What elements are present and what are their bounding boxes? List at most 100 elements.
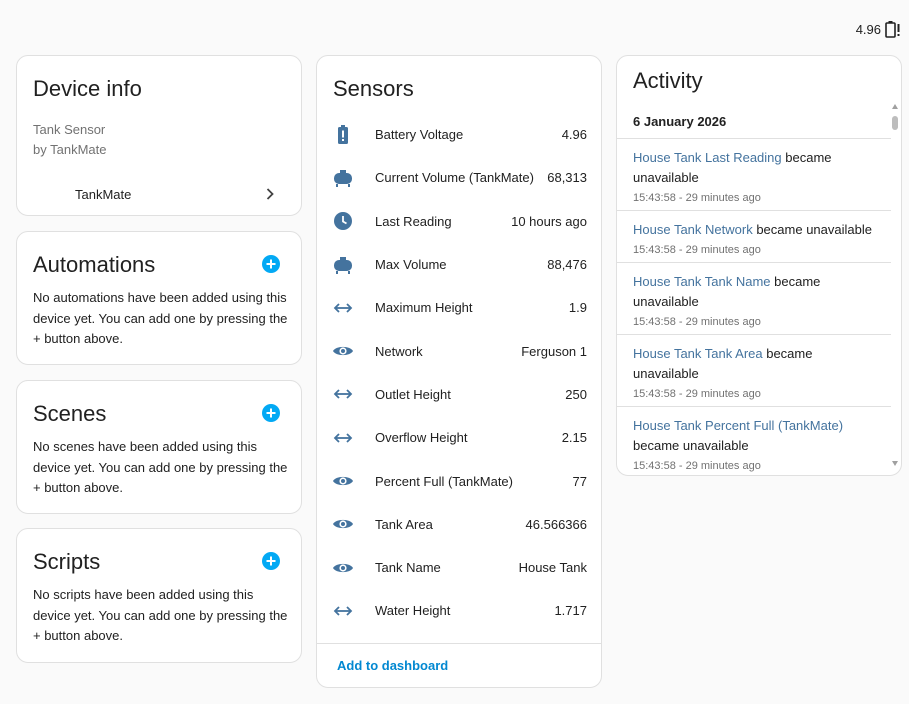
sensor-value: 1.717 <box>554 603 587 619</box>
sensor-row[interactable]: Max Volume 88,476 <box>317 243 601 286</box>
activity-entry: House Tank Network became unavailable 15:… <box>617 210 891 262</box>
sensor-row[interactable]: Tank Area 46.566366 <box>317 503 601 546</box>
activity-time: 15:43:58 - 29 minutes ago <box>633 244 761 256</box>
sensor-value: 46.566366 <box>525 516 587 532</box>
sensor-name: Water Height <box>375 603 451 619</box>
sensor-row[interactable]: Outlet Height 250 <box>317 373 601 416</box>
battery-alert-icon <box>331 123 355 147</box>
activity-time: 15:43:58 - 29 minutes ago <box>633 316 761 328</box>
sensor-name: Network <box>375 343 423 359</box>
clock-icon <box>331 209 355 233</box>
integration-link-label: TankMate <box>75 186 132 202</box>
add-to-dashboard-button[interactable]: Add to dashboard <box>337 658 449 673</box>
activity-entry: House Tank Tank Name became unavailable 1… <box>617 262 891 334</box>
sensor-row[interactable]: Last Reading 10 hours ago <box>317 200 601 243</box>
sensor-name: Maximum Height <box>375 300 473 316</box>
scenes-title: Scenes <box>33 401 107 426</box>
activity-entity-link[interactable]: House Tank Tank Name <box>633 274 771 289</box>
sensor-name: Max Volume <box>375 257 447 273</box>
scripts-title: Scripts <box>33 549 101 574</box>
sensor-name: Battery Voltage <box>375 127 464 143</box>
activity-entry: House Tank Last Reading became unavailab… <box>617 138 891 210</box>
activity-list: House Tank Last Reading became unavailab… <box>617 138 891 475</box>
arrow-left-right-icon <box>331 296 355 320</box>
activity-message-text: became unavailable <box>633 150 832 185</box>
battery-value: 4.96 <box>855 21 881 37</box>
activity-card: Activity 6 January 2026 House Tank Last … <box>616 55 902 476</box>
sensor-name: Tank Name <box>375 560 441 576</box>
sensor-value: 88,476 <box>547 257 587 273</box>
top-status: 4.96 <box>856 20 901 38</box>
arrow-left-right-icon <box>331 599 355 623</box>
sensor-name: Overflow Height <box>375 430 468 446</box>
sensor-value: 77 <box>572 473 587 489</box>
activity-entry: House Tank Percent Full (TankMate) becam… <box>617 406 891 475</box>
activity-entity-link[interactable]: House Tank Tank Area <box>633 346 763 361</box>
sensor-value: House Tank <box>518 560 587 576</box>
activity-time: 15:43:58 - 29 minutes ago <box>633 192 761 204</box>
sensor-list: Battery Voltage 4.96 Current Volume (TankM… <box>317 113 601 633</box>
sensor-row[interactable]: Network Ferguson 1 <box>317 329 601 372</box>
activity-message-text: became unavailable <box>633 274 821 309</box>
add-automation-button[interactable] <box>261 254 281 274</box>
arrow-left-right-icon <box>331 426 355 450</box>
sensor-value: Ferguson 1 <box>521 343 587 359</box>
scroll-down-arrow[interactable] <box>892 461 898 466</box>
device-info-card: Device info Tank Sensor by TankMate Tank… <box>16 55 302 216</box>
eye-icon <box>331 339 355 363</box>
activity-message-text: became unavailable <box>633 438 749 453</box>
activity-message: House Tank Percent Full (TankMate) becam… <box>633 416 879 456</box>
activity-entry: House Tank Tank Area became unavailable 1… <box>617 334 891 406</box>
sensor-row[interactable]: Water Height 1.717 <box>317 589 601 632</box>
activity-entity-link[interactable]: House Tank Network <box>633 222 753 237</box>
scenes-empty-text: No scenes have been added using this dev… <box>33 439 288 495</box>
device-model-name: Tank Sensor <box>33 122 106 137</box>
sensor-row[interactable]: Percent Full (TankMate) 77 <box>317 459 601 502</box>
sensor-name: Last Reading <box>375 213 452 229</box>
scripts-card: Scripts No scripts have been added using… <box>16 528 302 663</box>
sensor-row[interactable]: Overflow Height 2.15 <box>317 416 601 459</box>
activity-message: House Tank Tank Area became unavailable <box>633 344 879 384</box>
activity-entity-link[interactable]: House Tank Percent Full (TankMate) <box>633 418 844 433</box>
sensor-row[interactable]: Maximum Height 1.9 <box>317 286 601 329</box>
device-manufacturer: by TankMate <box>33 142 107 157</box>
activity-time: 15:43:58 - 29 minutes ago <box>633 388 761 400</box>
activity-scrollbar[interactable] <box>891 104 899 466</box>
tank-icon <box>331 253 355 277</box>
sensors-title: Sensors <box>333 76 414 101</box>
sensor-value: 1.9 <box>568 300 587 316</box>
sensor-row[interactable]: Battery Voltage 4.96 <box>317 113 601 156</box>
sensor-name: Outlet Height <box>375 386 451 402</box>
arrow-left-right-icon <box>331 382 355 406</box>
activity-message: House Tank Network became unavailable <box>633 220 879 240</box>
scripts-empty-text: No scripts have been added using this de… <box>33 587 288 643</box>
sensor-row[interactable]: Current Volume (TankMate) 68,313 <box>317 156 601 199</box>
sensor-row[interactable]: Tank Name House Tank <box>317 546 601 589</box>
activity-message-text: became unavailable <box>752 222 872 237</box>
eye-icon <box>331 469 355 493</box>
scroll-thumb[interactable] <box>892 116 898 130</box>
automations-empty-text: No automations have been added using thi… <box>33 290 288 346</box>
sensors-footer: Add to dashboard <box>317 643 601 688</box>
activity-message-text: became unavailable <box>633 346 813 381</box>
activity-message: House Tank Tank Name became unavailable <box>633 272 879 312</box>
eye-icon <box>331 512 355 536</box>
battery-alert-icon[interactable] <box>885 20 901 38</box>
activity-message: House Tank Last Reading became unavailab… <box>633 148 879 188</box>
scroll-up-arrow[interactable] <box>892 104 898 109</box>
automations-card: Automations No automations have been add… <box>16 231 302 365</box>
sensor-value: 2.15 <box>561 430 587 446</box>
scenes-card: Scenes No scenes have been added using t… <box>16 380 302 514</box>
add-script-button[interactable] <box>261 551 281 571</box>
chevron-right-icon <box>263 187 277 201</box>
sensors-card: Sensors Battery Voltage 4.96 Current Volum… <box>316 55 602 688</box>
add-scene-button[interactable] <box>261 403 281 423</box>
activity-entity-link[interactable]: House Tank Last Reading <box>633 150 782 165</box>
tank-icon <box>331 166 355 190</box>
device-info-title: Device info <box>33 76 142 101</box>
device-model: Tank Sensor by TankMate <box>33 120 106 160</box>
integration-link[interactable]: TankMate <box>17 182 301 206</box>
activity-time: 15:43:58 - 29 minutes ago <box>633 460 761 472</box>
activity-title: Activity <box>633 68 703 93</box>
automations-title: Automations <box>33 252 156 277</box>
